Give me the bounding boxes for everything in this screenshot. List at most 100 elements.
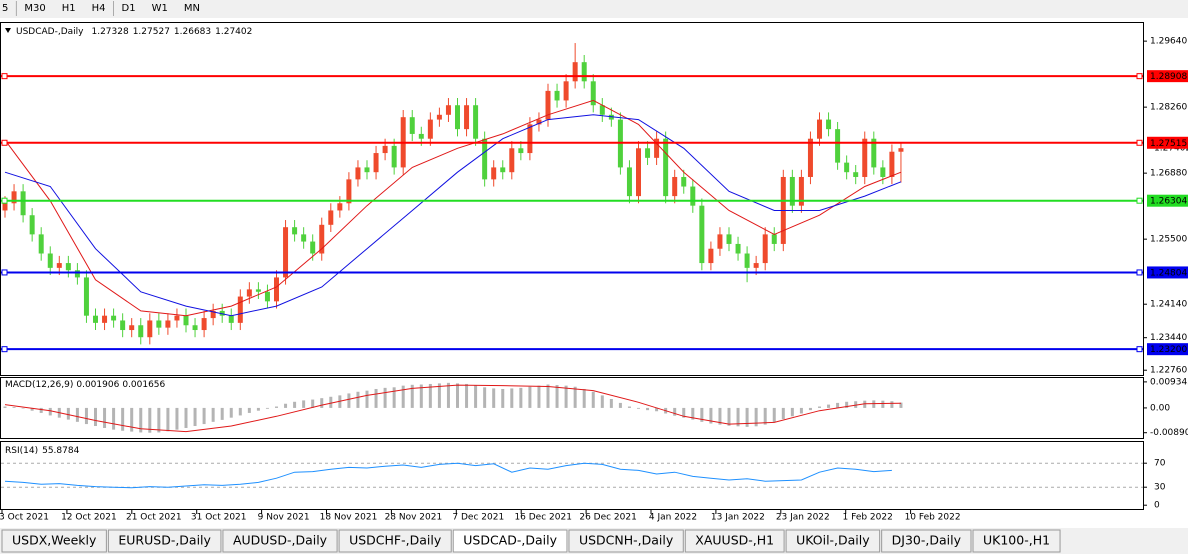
macd-bar <box>347 393 351 408</box>
level-handle[interactable] <box>1136 346 1143 353</box>
candle-body <box>328 210 334 225</box>
rsi-chart: 70 30 0 RSI(14) 55.8784 <box>1 446 1166 511</box>
macd-bar <box>130 407 134 432</box>
timeframe-button[interactable]: W1 <box>152 3 168 14</box>
macd-bar <box>229 407 233 418</box>
tab-label[interactable]: USDCHF-,Daily <box>349 533 442 548</box>
candle-body <box>255 289 261 292</box>
header-arrow <box>5 28 11 33</box>
level-handle[interactable] <box>1 197 8 204</box>
level-handle[interactable] <box>1 139 8 146</box>
tab-label[interactable]: UK100-,H1 <box>983 533 1050 548</box>
candle-body <box>174 315 180 321</box>
macd-bar <box>94 407 97 427</box>
macd-bar <box>75 407 79 422</box>
macd-bar <box>627 406 631 408</box>
macd-bar <box>618 402 622 408</box>
macd-bar <box>265 407 269 409</box>
macd-bar <box>736 407 740 427</box>
tab[interactable] <box>107 529 222 553</box>
x-tick-label: 3 Oct 2021 <box>0 513 49 523</box>
tab-label[interactable]: USDCAD-,Daily <box>463 533 557 548</box>
y-tick-label: 0.00 <box>1150 403 1170 413</box>
candle-body <box>762 234 768 264</box>
x-tick-label: 18 Nov 2021 <box>320 513 378 523</box>
x-tick-label: 7 Dec 2021 <box>452 513 504 523</box>
macd-bar <box>546 384 550 408</box>
candle-body <box>500 167 506 173</box>
candle-body <box>871 138 877 168</box>
timeframe-button[interactable]: M30 <box>24 3 45 14</box>
tab-label[interactable]: UKOil-,Daily <box>796 533 870 548</box>
tab[interactable] <box>222 529 338 553</box>
timeframe-button[interactable]: D1 <box>122 3 136 14</box>
tab[interactable] <box>881 529 972 553</box>
level-handle[interactable] <box>1136 269 1143 276</box>
macd-bar <box>30 407 34 411</box>
macd-bar <box>673 407 677 416</box>
level-handle[interactable] <box>1136 197 1143 204</box>
candle-body <box>2 203 8 211</box>
tab[interactable] <box>568 529 684 553</box>
main-panel <box>0 22 1144 376</box>
timeframe-button[interactable]: H4 <box>92 3 106 14</box>
y-tick-label: 0.009345 <box>1150 377 1188 387</box>
tab[interactable] <box>972 529 1061 553</box>
level-label-box <box>1147 70 1188 83</box>
macd-bar <box>600 395 604 408</box>
candle-body <box>672 176 678 197</box>
y-tick-label: 1.26880 <box>1150 169 1187 179</box>
level-handle[interactable] <box>1 269 8 276</box>
macd-bar <box>528 386 532 408</box>
candle-body <box>156 320 162 328</box>
macd-bar <box>311 399 315 408</box>
tab[interactable] <box>785 529 881 553</box>
tab[interactable] <box>684 529 785 553</box>
macd-bar <box>763 407 767 425</box>
tab-label[interactable]: DJ30-,Daily <box>892 533 962 548</box>
tab-label[interactable]: USDCNH-,Daily <box>579 533 674 548</box>
candle-body <box>391 145 397 168</box>
tab-label[interactable]: XAUUSD-,H1 <box>695 533 774 548</box>
candle-body <box>183 315 189 326</box>
timeframe-button[interactable]: MN <box>184 3 200 14</box>
macd-bar <box>555 385 559 408</box>
x-tick-label: 12 Oct 2021 <box>61 513 117 523</box>
macd-bar <box>827 404 831 408</box>
timeframe-button[interactable]: 5 <box>2 3 8 14</box>
macd-bar <box>456 383 459 408</box>
candle-body <box>93 315 98 323</box>
level-label-box <box>1147 136 1188 149</box>
candle-body <box>835 129 841 163</box>
tab-label[interactable]: USDX,Weekly <box>12 533 97 548</box>
candle-body <box>581 62 587 82</box>
level-handle[interactable] <box>1 73 8 80</box>
candle-body <box>563 81 569 101</box>
tab-label[interactable]: EURUSD-,Daily <box>118 533 211 548</box>
macd-bar <box>591 391 595 408</box>
y-tick-label: 70 <box>1154 459 1166 469</box>
candle-body <box>807 138 813 177</box>
level-handle[interactable] <box>1136 73 1143 80</box>
macd-bar <box>799 407 803 414</box>
candle-body <box>47 253 53 268</box>
candle-body <box>56 263 62 268</box>
candle-body <box>717 234 723 249</box>
indicator-value: 55.8784 <box>42 446 79 456</box>
macd-bar <box>139 407 143 433</box>
level-handle[interactable] <box>1 346 8 353</box>
level-handle[interactable] <box>1136 139 1143 146</box>
macd-bar <box>691 407 695 420</box>
tab-label[interactable]: AUDUSD-,Daily <box>233 533 328 548</box>
candle-body <box>83 277 89 316</box>
macd-bar <box>39 407 43 413</box>
macd-bar <box>700 407 704 422</box>
y-tick-label: 30 <box>1154 483 1166 493</box>
y-tick-label: 0 <box>1154 501 1160 511</box>
tab[interactable] <box>338 529 452 553</box>
macd-bar <box>202 407 206 425</box>
macd-bar <box>428 383 432 408</box>
tab[interactable] <box>1 529 107 553</box>
tab[interactable] <box>452 529 568 553</box>
timeframe-button[interactable]: H1 <box>62 3 76 14</box>
